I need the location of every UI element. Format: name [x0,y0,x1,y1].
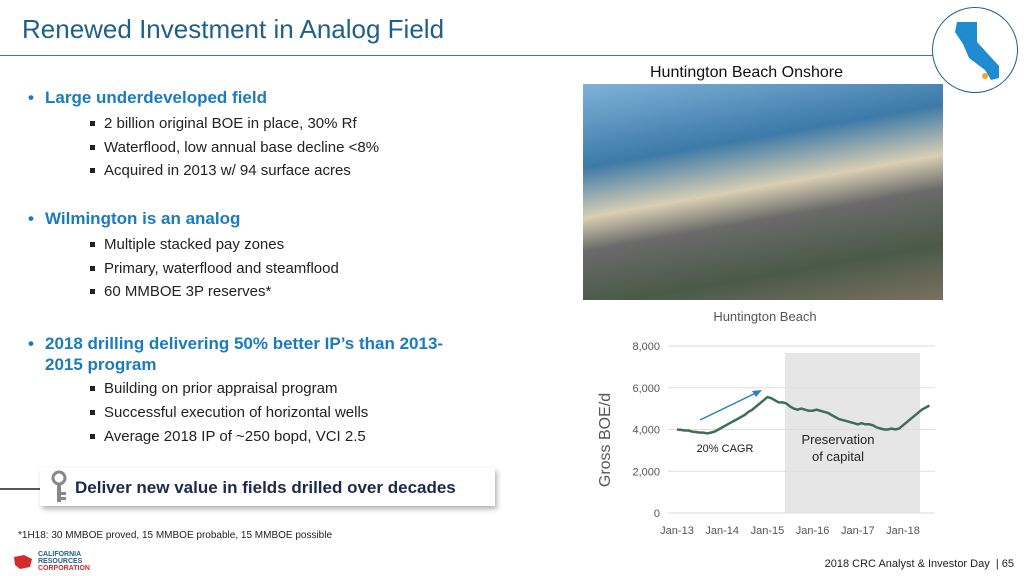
sub-bullet: Acquired in 2013 w/ 94 surface acres [90,162,351,179]
y-tick-label: 2,000 [632,466,660,478]
logo-line: CORPORATION [38,565,90,572]
bullet: • Wilmington is an analog [28,209,241,228]
sub-bullet: Average 2018 IP of ~250 bopd, VCI 2.5 [90,428,366,445]
chart-title: Huntington Beach [713,309,816,324]
sub-bullet: 2 billion original BOE in place, 30% Rf [90,115,357,132]
arrow-head [752,390,762,397]
annotation: 20% CAGR [697,443,754,455]
x-tick-label: Jan-18 [886,525,920,537]
photo-caption: Huntington Beach Onshore [650,64,844,81]
slide-title: Renewed Investment in Analog Field [22,14,445,44]
x-tick-label: Jan-14 [705,525,739,537]
sub-text: 2 billion original BOE in place, 30% Rf [104,115,357,132]
sub-text: Multiple stacked pay zones [104,236,285,253]
sub-bullet: Primary, waterflood and steamflood [90,260,339,277]
annotation: of capital [812,449,864,464]
sub-text: Successful execution of horizontal wells [104,404,369,421]
x-tick-label: Jan-13 [660,525,694,537]
x-tick-label: Jan-16 [796,525,830,537]
y-tick-label: 8,000 [632,341,660,353]
sub-text: 60 MMBOE 3P reserves* [104,283,272,300]
bullet-text: Large underdeveloped field [45,88,267,107]
logo-text: CALIFORNIA RESOURCES CORPORATION [38,551,90,572]
x-tick-label: Jan-17 [841,525,875,537]
bullet: • 2018 drilling delivering 50% better IP’… [28,334,444,374]
sub-text: Average 2018 IP of ~250 bopd, VCI 2.5 [104,428,366,445]
logo-line: CALIFORNIA [38,551,82,558]
y-axis-label: Gross BOE/d [597,393,614,487]
shaded-period [785,353,920,513]
cagr-arrow [699,390,761,421]
footer: 2018 CRC Analyst & Investor Day | 65 [824,558,1014,570]
sub-text: Waterflood, low annual base decline <8% [104,139,380,156]
logo-line: RESOURCES [38,558,83,565]
sub-bullet: Successful execution of horizontal wells [90,404,369,421]
bullet-text: Wilmington is an analog [45,209,241,228]
sub-bullet: 60 MMBOE 3P reserves* [90,283,272,300]
bullet: • Large underdeveloped field [28,88,267,107]
sub-bullet: Waterflood, low annual base decline <8% [90,139,380,156]
y-tick-label: 4,000 [632,425,660,437]
callout-rule [0,488,40,490]
logo: CALIFORNIA RESOURCES CORPORATION [12,551,132,573]
page-number: 65 [1001,558,1014,570]
sub-bullet: Multiple stacked pay zones [90,236,285,253]
x-tick-label: Jan-15 [751,525,785,537]
bullet-text: 2018 drilling delivering 50% better IP’s… [45,334,444,374]
sub-text: Primary, waterflood and steamflood [104,260,339,277]
sub-bullet: Building on prior appraisal program [90,380,338,397]
sub-text: Building on prior appraisal program [104,380,338,397]
y-tick-label: 6,000 [632,383,660,395]
title-rule [0,55,935,56]
state-icon [932,7,1018,93]
photo [583,84,943,300]
callout-text: Deliver new value in fields drilled over… [75,478,456,497]
data-line [676,395,931,435]
footnote: *1H18: 30 MMBOE proved, 15 MMBOE probabl… [18,530,333,541]
sub-text: Acquired in 2013 w/ 94 surface acres [104,162,351,179]
footer-text: 2018 CRC Analyst & Investor Day [824,558,990,570]
y-tick-label: 0 [654,508,660,520]
annotation: Preservation [802,432,875,447]
callout-box: Deliver new value in fields drilled over… [40,468,495,506]
